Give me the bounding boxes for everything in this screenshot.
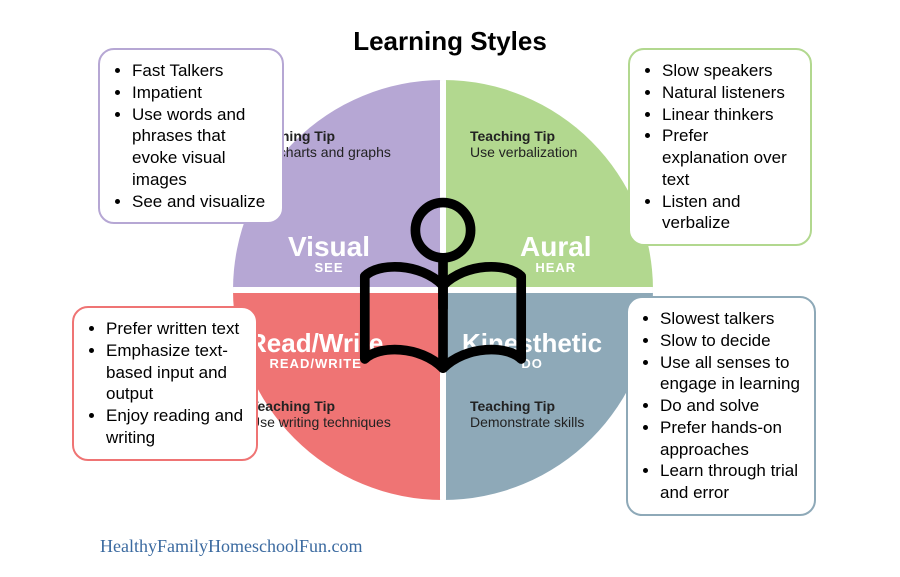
list-item: Prefer written text [106,318,244,340]
list-item: Enjoy reading and writing [106,405,244,449]
list-item: Learn through trial and error [660,460,802,504]
list-item: Do and solve [660,395,802,417]
list-item: Natural listeners [662,82,798,104]
list-item: Fast Talkers [132,60,270,82]
list-item: Prefer explanation over text [662,125,798,190]
list-item: Slowest talkers [660,308,802,330]
infobox-kinesthetic: Slowest talkersSlow to decideUse all sen… [626,296,816,516]
list-item: Emphasize text-based input and output [106,340,244,405]
infobox-readwrite: Prefer written textEmphasize text-based … [72,306,258,461]
list-item: Use all senses to engage in learning [660,352,802,396]
list-item: Linear thinkers [662,104,798,126]
list-item: Slow to decide [660,330,802,352]
teaching-tip-aural: Teaching Tip Use verbalization [470,128,577,160]
infobox-visual: Fast TalkersImpatientUse words and phras… [98,48,284,224]
list-item: Use words and phrases that evoke visual … [132,104,270,191]
infobox-aural: Slow speakersNatural listenersLinear thi… [628,48,812,246]
reader-icon [328,175,558,410]
list-item: Prefer hands-on approaches [660,417,802,461]
list-item: Impatient [132,82,270,104]
list-item: Listen and verbalize [662,191,798,235]
page-title: Learning Styles [0,26,900,57]
list-item: Slow speakers [662,60,798,82]
source-link: HealthyFamilyHomeschoolFun.com [100,536,362,557]
list-item: See and visualize [132,191,270,213]
